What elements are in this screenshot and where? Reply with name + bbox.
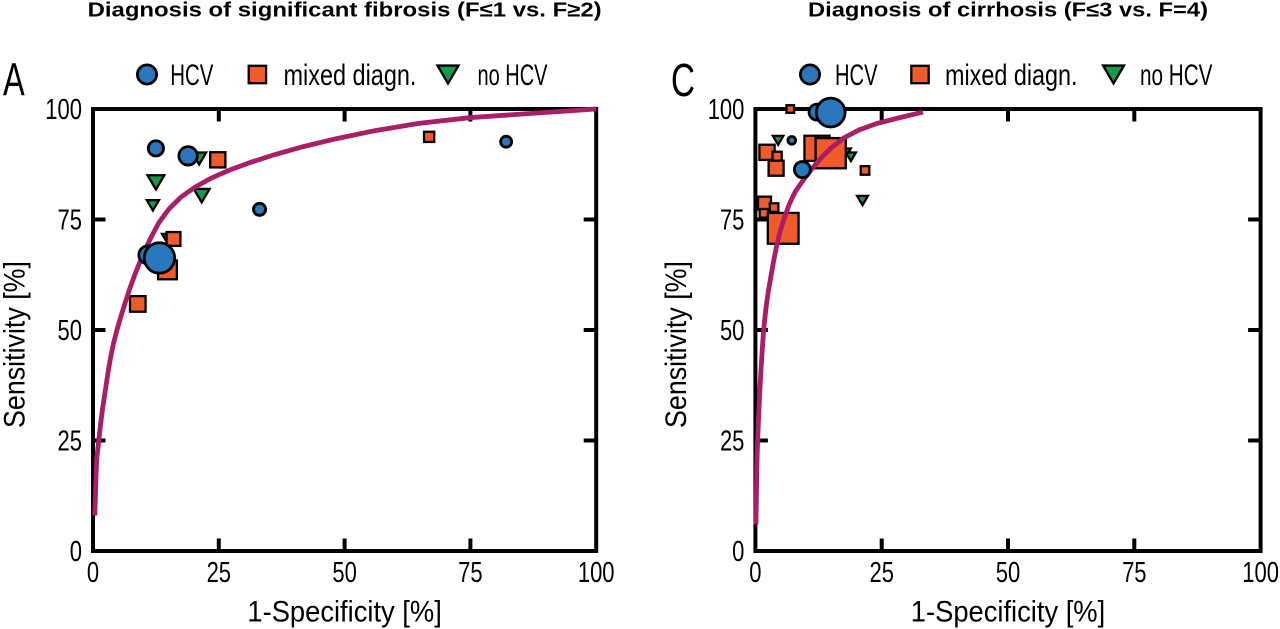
- x-tick-label: 75: [458, 556, 482, 588]
- y-tick-label: 0: [70, 535, 82, 567]
- panel-A: Diagnosis of significant fibrosis (F≤1 v…: [0, 0, 615, 629]
- sroc-curve: [753, 109, 924, 525]
- data-point-hcv: [252, 201, 268, 217]
- data-point-no_hcv: [191, 187, 212, 205]
- legend-label-mixed: mixed diagn.: [284, 59, 417, 92]
- panel-C: Diagnosis of cirrhosis (F≤3 vs. F=4) C HCV…: [660, 0, 1279, 629]
- y-tick-label: 75: [58, 204, 82, 236]
- legend-label-no-hcv: no HCV: [478, 59, 548, 92]
- panel-title: Diagnosis of cirrhosis (F≤3 vs. F=4): [808, 0, 1208, 22]
- data-point-hcv: [814, 96, 847, 129]
- x-axis-label: 1-Specificity [%]: [911, 596, 1105, 629]
- data-point-mixed: [768, 202, 780, 214]
- legend-marker-mixed-icon: [247, 64, 268, 85]
- x-tick-label: 25: [207, 556, 231, 588]
- plot-frame: [91, 107, 599, 553]
- legend-label-mixed: mixed diagn.: [945, 59, 1078, 92]
- data-point-mixed: [767, 159, 785, 177]
- y-tick-label: 100: [45, 93, 82, 125]
- legend: HCV mixed diagn. no HCV: [135, 59, 548, 92]
- y-tick-label: 75: [720, 204, 744, 236]
- data-point-mixed: [422, 130, 436, 144]
- x-tick-label: 0: [749, 556, 761, 588]
- data-point-no_hcv: [145, 174, 167, 192]
- x-tick-label: 50: [332, 556, 356, 588]
- data-point-hcv: [499, 134, 514, 149]
- data-point-mixed: [785, 104, 796, 114]
- y-tick-label: 25: [720, 425, 744, 457]
- legend-marker-no-hcv-icon: [435, 64, 461, 86]
- legend-marker-mixed-icon: [910, 64, 930, 85]
- x-tick-label: 0: [87, 556, 99, 588]
- y-tick-label: 0: [732, 535, 744, 567]
- y-tick-label: 50: [720, 314, 744, 346]
- x-axis-label: 1-Specificity [%]: [247, 596, 441, 629]
- x-tick-label: 100: [1242, 556, 1279, 588]
- y-tick-label: 25: [58, 425, 82, 457]
- legend: HCV mixed diagn. no HCV: [799, 59, 1213, 92]
- data-point-hcv: [142, 241, 177, 275]
- x-tick-label: 50: [996, 556, 1020, 588]
- legend-marker-hcv-icon: [135, 63, 158, 86]
- data-point-hcv: [177, 145, 199, 167]
- x-tick-label: 25: [869, 556, 893, 588]
- plot-frame: [753, 107, 1263, 553]
- y-axis-label: Sensitivity [%]: [660, 261, 693, 428]
- legend-label-no-hcv: no HCV: [1140, 59, 1213, 92]
- data-point-no_hcv: [770, 134, 786, 148]
- panel-letter: C: [671, 54, 695, 106]
- data-point-mixed: [859, 164, 871, 176]
- legend-marker-no-hcv-icon: [1100, 64, 1127, 86]
- y-tick-label: 50: [58, 314, 82, 346]
- data-point-hcv: [146, 139, 165, 158]
- data-point-hcv: [792, 160, 812, 179]
- panel-letter: A: [3, 54, 25, 106]
- data-point-mixed: [128, 294, 147, 313]
- data-point-hcv: [786, 135, 798, 146]
- data-point-mixed: [771, 150, 783, 163]
- data-point-no_hcv: [843, 151, 858, 164]
- data-point-mixed: [209, 151, 227, 169]
- legend-marker-hcv-icon: [799, 63, 822, 86]
- y-axis-label: Sensitivity [%]: [0, 261, 31, 428]
- legend-label-hcv: HCV: [835, 59, 878, 92]
- data-point-no_hcv: [855, 194, 870, 208]
- x-tick-label: 75: [1122, 556, 1146, 588]
- data-point-mixed: [165, 230, 182, 247]
- data-point-no_hcv: [144, 199, 161, 213]
- data-point-mixed: [814, 136, 847, 170]
- y-tick-label: 100: [708, 93, 745, 125]
- sroc-curve: [92, 106, 597, 516]
- x-tick-label: 100: [578, 556, 615, 588]
- panel-title: Diagnosis of significant fibrosis (F≤1 v…: [88, 0, 602, 22]
- legend-label-hcv: HCV: [170, 59, 213, 92]
